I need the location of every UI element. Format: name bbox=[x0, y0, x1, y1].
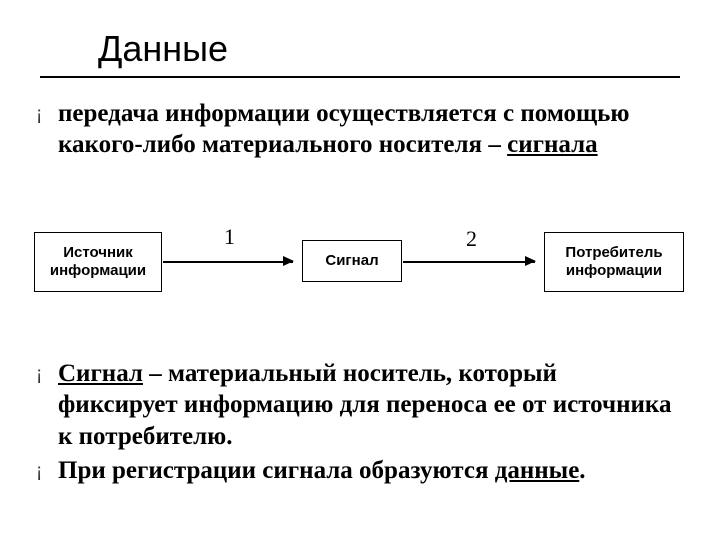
def1-underlined: Сигнал bbox=[58, 360, 143, 387]
node-source: Источник информации bbox=[34, 232, 162, 292]
node-source-l2: информации bbox=[50, 262, 146, 279]
def2-underlined: данные bbox=[495, 457, 580, 484]
slide-title: Данные bbox=[98, 28, 228, 70]
bullet-icon: ¡ bbox=[36, 461, 42, 483]
node-consumer-l1: Потребитель bbox=[565, 244, 662, 261]
def2-before: При регистрации сигнала образуются bbox=[58, 457, 495, 484]
def2-after: . bbox=[579, 457, 585, 484]
node-signal-l1: Сигнал bbox=[325, 252, 378, 269]
node-consumer: Потребитель информации bbox=[544, 232, 684, 292]
node-signal: Сигнал bbox=[302, 240, 402, 282]
definition-data: При регистрации сигнала образуются данны… bbox=[58, 455, 674, 486]
node-source-l1: Источник bbox=[63, 244, 133, 261]
title-underline bbox=[40, 76, 680, 78]
def1-rest: – материальный носитель, который фиксиру… bbox=[58, 360, 671, 450]
edge-1-label: 1 bbox=[224, 224, 235, 250]
node-consumer-l2: информации bbox=[566, 262, 662, 279]
bullet-icon: ¡ bbox=[36, 104, 42, 126]
flow-diagram: Источник информации 1 Сигнал 2 Потребите… bbox=[34, 218, 686, 314]
edge-2 bbox=[403, 261, 535, 263]
intro-underlined: сигнала bbox=[507, 131, 598, 158]
intro-text: передача информации осуществляется с пом… bbox=[58, 98, 658, 161]
edge-2-label: 2 bbox=[466, 226, 477, 252]
definition-signal: Сигнал – материальный носитель, который … bbox=[58, 358, 674, 452]
edge-1 bbox=[163, 261, 293, 263]
bullet-icon: ¡ bbox=[36, 364, 42, 386]
